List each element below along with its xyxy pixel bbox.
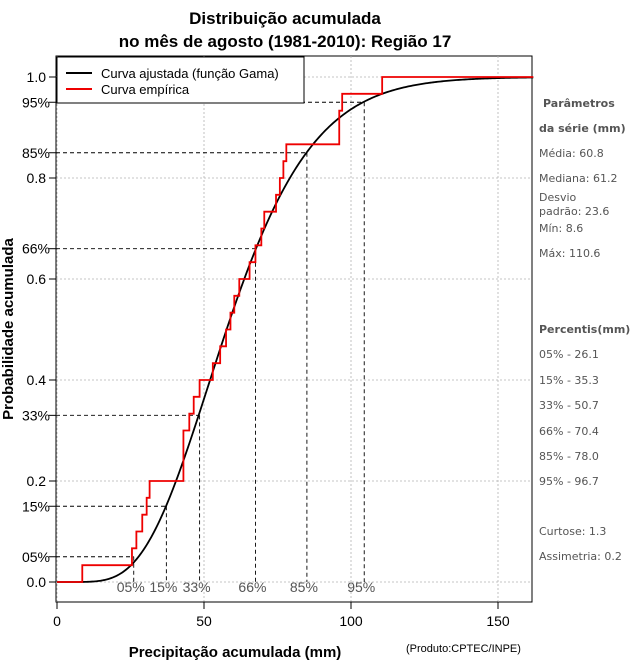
stat-media: Média: 60.8 <box>539 147 604 160</box>
x-tick-label-2: 100 <box>339 613 363 629</box>
y-pct-tick-label-15%: 15% <box>22 498 50 514</box>
legend-label-gamma: Curva ajustada (função Gama) <box>101 66 279 81</box>
percentile-bottom-label-05%: 05% <box>117 579 145 595</box>
y-pct-tick-label-66%: 66% <box>22 241 50 257</box>
percentile-bottom-label-15%: 15% <box>149 579 177 595</box>
x-axis-label: Precipitação acumulada (mm) <box>129 644 342 660</box>
side-panel: Parâmetros da série (mm) Média: 60.8 Med… <box>539 97 630 563</box>
stat-min: Mín: 8.6 <box>539 222 583 235</box>
percentile-bottom-label-33%: 33% <box>183 579 211 595</box>
percentil-66: 66% - 70.4 <box>539 425 599 438</box>
percentis-heading: Percentis(mm) <box>539 323 630 336</box>
stat-max: Máx: 110.6 <box>539 247 600 260</box>
stat-desvio-1: Desvio <box>539 191 577 204</box>
params-heading: Parâmetros <box>543 97 615 110</box>
stat-curtose: Curtose: 1.3 <box>539 525 606 538</box>
percentil-95: 95% - 96.7 <box>539 475 599 488</box>
params-heading-2: da série (mm) <box>539 122 626 135</box>
legend: Curva ajustada (função Gama) Curva empír… <box>56 56 305 104</box>
gamma-fit-line <box>57 76 534 583</box>
x-tick-label-3: 150 <box>486 613 510 629</box>
chart-title-line1: Distribuição acumulada <box>189 9 381 28</box>
y-pct-tick-label-95%: 95% <box>22 94 50 110</box>
percentile-bottom-label-95%: 95% <box>347 579 375 595</box>
y-pct-tick-label-33%: 33% <box>22 407 50 423</box>
stat-mediana: Mediana: 61.2 <box>539 172 617 185</box>
y-tick-label-1: 0.2 <box>27 473 47 489</box>
percentile-labels: 05% 15% 33% 66% 85% 95% <box>117 579 376 595</box>
percentile-bottom-label-66%: 66% <box>238 579 266 595</box>
curves <box>57 76 534 583</box>
y-axis-label: Probabilidade acumulada <box>0 237 17 419</box>
plot-frame <box>55 55 533 603</box>
y-tick-label-3: 0.6 <box>27 271 47 287</box>
y-pct-tick-label-85%: 85% <box>22 145 50 161</box>
percentil-05: 05% - 26.1 <box>539 348 599 361</box>
x-tick-label-1: 50 <box>196 613 212 629</box>
percentil-85: 85% - 78.0 <box>539 450 599 463</box>
x-axis: 0 50 100 150 <box>53 601 510 629</box>
percentil-33: 33% - 50.7 <box>539 399 599 412</box>
empirical-step-line <box>57 76 534 583</box>
y-tick-label-5: 1.0 <box>27 69 47 85</box>
x-tick-label-0: 0 <box>53 613 61 629</box>
credit-text: (Produto:CPTEC/INPE) <box>406 643 521 655</box>
y-pct-tick-label-05%: 05% <box>22 549 50 565</box>
legend-label-empirical: Curva empírica <box>101 82 190 97</box>
y-axis: 0.0 0.2 0.4 0.6 0.8 1.0 05% 15% 33% 66% 85% 95% <box>22 69 57 590</box>
stat-assimetria: Assimetria: 0.2 <box>539 550 622 563</box>
y-tick-label-4: 0.8 <box>27 170 47 186</box>
y-tick-label-2: 0.4 <box>27 372 47 388</box>
grid <box>56 56 532 602</box>
percentil-15: 15% - 35.3 <box>539 374 599 387</box>
legend-box <box>56 56 305 104</box>
percentile-guides <box>56 101 365 582</box>
stat-desvio-2: padrão: 23.6 <box>539 205 609 218</box>
y-tick-label-0: 0.0 <box>27 574 47 590</box>
percentile-bottom-label-85%: 85% <box>290 579 318 595</box>
chart-title-line2: no mês de agosto (1981-2010): Região 17 <box>119 32 452 51</box>
